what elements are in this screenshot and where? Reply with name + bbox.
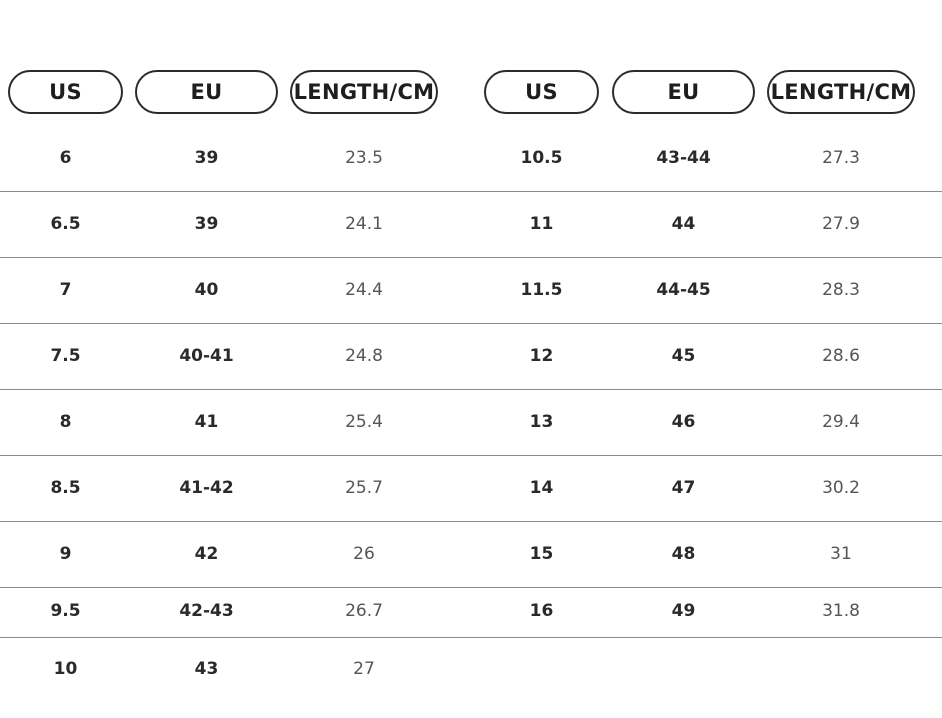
eu-size: 48 bbox=[671, 544, 696, 564]
eu-size: 49 bbox=[671, 600, 696, 621]
us-size: 9.5 bbox=[50, 600, 81, 621]
length-cm: 24.8 bbox=[345, 346, 383, 366]
length-cm: 31 bbox=[830, 544, 852, 564]
eu-size: 42-43 bbox=[179, 600, 234, 621]
us-size: 12 bbox=[529, 346, 554, 366]
eu-size: 44-45 bbox=[656, 280, 711, 300]
table-row: 7.5 40-41 24.8 bbox=[0, 323, 466, 390]
table-row: 6 39 23.5 bbox=[0, 125, 466, 192]
us-size: 8.5 bbox=[50, 478, 81, 498]
us-size: 10 bbox=[53, 659, 78, 679]
us-size: 7.5 bbox=[50, 346, 81, 366]
table-row: 6.5 39 24.1 bbox=[0, 191, 466, 258]
length-cm: 26.7 bbox=[345, 600, 383, 621]
eu-size: 41 bbox=[194, 412, 219, 432]
length-cm: 25.7 bbox=[345, 478, 383, 498]
length-cm: 28.3 bbox=[822, 280, 860, 300]
length-cm: 23.5 bbox=[345, 148, 383, 168]
length-cm: 27.9 bbox=[822, 214, 860, 234]
length-cm: 27 bbox=[353, 659, 375, 679]
us-size: 11.5 bbox=[520, 280, 563, 300]
us-size: 13 bbox=[529, 412, 554, 432]
table-row: 16 49 31.8 bbox=[466, 584, 942, 638]
table-row: 13 46 29.4 bbox=[466, 389, 942, 456]
header-us: US bbox=[484, 70, 599, 114]
length-cm: 29.4 bbox=[822, 412, 860, 432]
eu-size: 39 bbox=[194, 214, 219, 234]
us-size: 7 bbox=[59, 280, 72, 300]
us-size: 11 bbox=[529, 214, 554, 234]
eu-size: 46 bbox=[671, 412, 696, 432]
eu-size: 40 bbox=[194, 280, 219, 300]
us-size: 6 bbox=[59, 148, 72, 168]
length-cm: 28.6 bbox=[822, 346, 860, 366]
us-size: 10.5 bbox=[520, 148, 563, 168]
table-row: 11 44 27.9 bbox=[466, 191, 942, 258]
length-cm: 24.1 bbox=[345, 214, 383, 234]
table-row: 10.5 43-44 27.3 bbox=[466, 125, 942, 192]
length-cm: 30.2 bbox=[822, 478, 860, 498]
length-cm: 26 bbox=[353, 544, 375, 564]
us-size: 15 bbox=[529, 544, 554, 564]
eu-size: 39 bbox=[194, 148, 219, 168]
eu-size: 47 bbox=[671, 478, 696, 498]
table-row: 9 42 26 bbox=[0, 521, 466, 588]
us-size: 14 bbox=[529, 478, 554, 498]
eu-size: 42 bbox=[194, 544, 219, 564]
table-row: 11.5 44-45 28.3 bbox=[466, 257, 942, 324]
length-cm: 31.8 bbox=[822, 600, 860, 621]
us-size: 9 bbox=[59, 544, 72, 564]
length-cm: 27.3 bbox=[822, 148, 860, 168]
header-length-cm: LENGTH/CM bbox=[290, 70, 438, 114]
table-row: 9.5 42-43 26.7 bbox=[0, 584, 466, 638]
table-row: 12 45 28.6 bbox=[466, 323, 942, 390]
table-row: 8 41 25.4 bbox=[0, 389, 466, 456]
eu-size: 43 bbox=[194, 659, 219, 679]
eu-size: 40-41 bbox=[179, 346, 234, 366]
header-eu: EU bbox=[135, 70, 278, 114]
header-eu: EU bbox=[612, 70, 755, 114]
us-size: 16 bbox=[529, 600, 554, 621]
length-cm: 25.4 bbox=[345, 412, 383, 432]
length-cm: 24.4 bbox=[345, 280, 383, 300]
eu-size: 41-42 bbox=[179, 478, 234, 498]
header-length-cm: LENGTH/CM bbox=[767, 70, 915, 114]
table-row: 15 48 31 bbox=[466, 521, 942, 588]
eu-size: 43-44 bbox=[656, 148, 711, 168]
us-size: 8 bbox=[59, 412, 72, 432]
table-row: 14 47 30.2 bbox=[466, 455, 942, 522]
header-us: US bbox=[8, 70, 123, 114]
eu-size: 44 bbox=[671, 214, 696, 234]
table-row: 8.5 41-42 25.7 bbox=[0, 455, 466, 522]
table-row: 10 43 27 bbox=[0, 638, 466, 700]
table-row: 7 40 24.4 bbox=[0, 257, 466, 324]
eu-size: 45 bbox=[671, 346, 696, 366]
us-size: 6.5 bbox=[50, 214, 81, 234]
